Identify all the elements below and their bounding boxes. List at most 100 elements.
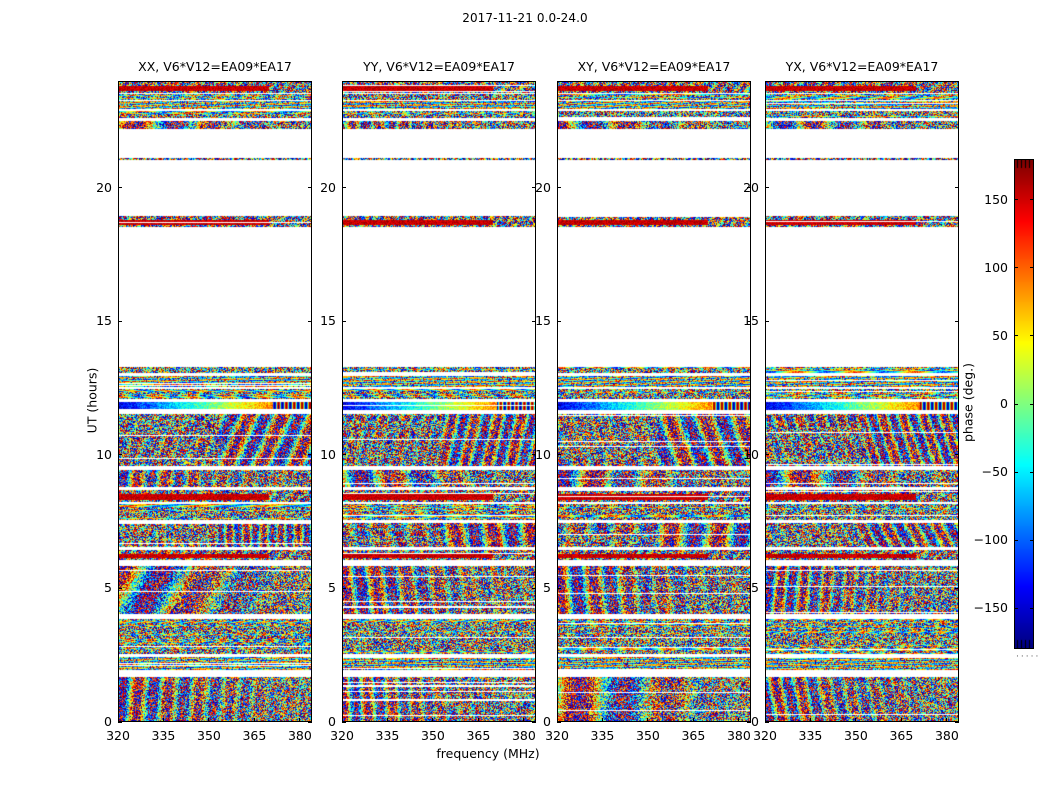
ytick-mark: [532, 187, 536, 189]
xtick-mark: [341, 718, 343, 722]
xtick-mark: [738, 718, 740, 722]
xtick-mark: [523, 718, 525, 722]
ytick-mark: [532, 721, 536, 723]
ytick-mark: [557, 320, 561, 322]
xtick-mark: [809, 718, 811, 722]
colorbar-tick-label: −100: [973, 532, 1008, 548]
colorbar-tick-mark: [1014, 539, 1018, 541]
panel-title-xx: XX, V6*V12=EA09*EA17: [138, 59, 292, 74]
ytick-mark: [765, 454, 769, 456]
xtick-mark: [647, 718, 649, 722]
colorbar-tick-label: 100: [984, 259, 1008, 275]
xtick-mark: [764, 718, 766, 722]
xtick-mark: [117, 718, 119, 722]
xtick-label: 320: [545, 728, 569, 743]
colorbar-gradient: [1015, 160, 1033, 648]
ytick-label: 10: [535, 446, 551, 462]
colorbar-tick-label: 0: [1000, 396, 1008, 411]
xtick-label: 320: [753, 728, 777, 743]
panel-image-xx: [119, 82, 311, 721]
ytick-mark: [765, 721, 769, 723]
ytick-mark: [747, 587, 751, 589]
ytick-label: 15: [96, 313, 112, 329]
xtick-mark: [855, 718, 857, 722]
ytick-mark: [747, 320, 751, 322]
ytick-mark: [747, 454, 751, 456]
panel-image-yy: [343, 82, 535, 721]
ytick-label: 10: [96, 446, 112, 462]
ytick-label: 20: [743, 179, 759, 195]
ytick-mark: [765, 587, 769, 589]
ytick-mark: [532, 454, 536, 456]
ytick-label: 5: [328, 580, 336, 596]
xtick-label: 380: [511, 728, 536, 743]
ytick-mark: [557, 187, 561, 189]
ytick-mark: [342, 721, 346, 723]
xtick-mark: [386, 718, 388, 722]
ytick-mark: [342, 320, 346, 322]
xtick-mark: [900, 718, 902, 722]
xtick-mark: [299, 718, 301, 722]
ytick-mark: [955, 721, 959, 723]
colorbar-underflow-marker: ·····: [1016, 652, 1041, 662]
xtick-label: 380: [726, 728, 751, 743]
colorbar-tick-mark: [1014, 199, 1018, 201]
ytick-mark: [118, 320, 122, 322]
xtick-label: 335: [798, 728, 823, 743]
ytick-label: 0: [751, 714, 759, 729]
ytick-mark: [532, 587, 536, 589]
ytick-mark: [765, 187, 769, 189]
xtick-label: 335: [375, 728, 400, 743]
panel-image-yx: [766, 82, 958, 721]
phase-waterfall-panel-xx: [118, 81, 312, 722]
xtick-label: 350: [421, 728, 445, 743]
y-axis-label: UT (hours): [84, 367, 100, 433]
ytick-mark: [557, 587, 561, 589]
xtick-mark: [253, 718, 255, 722]
colorbar-tick-mark: [1030, 539, 1034, 541]
ytick-mark: [747, 721, 751, 723]
ytick-mark: [308, 454, 312, 456]
colorbar-tick-mark: [1030, 335, 1034, 337]
phase-waterfall-panel-xy: [557, 81, 751, 722]
ytick-label: 20: [320, 179, 336, 195]
xtick-label: 335: [590, 728, 615, 743]
colorbar-tick-mark: [1030, 607, 1034, 609]
colorbar-tick-label: −150: [973, 600, 1008, 616]
ytick-label: 15: [320, 313, 336, 329]
ytick-label: 5: [104, 580, 112, 596]
ytick-label: 0: [104, 714, 112, 729]
ytick-label: 20: [535, 179, 551, 195]
ytick-label: 0: [328, 714, 336, 729]
ytick-label: 10: [320, 446, 336, 462]
xtick-mark: [477, 718, 479, 722]
ytick-mark: [955, 587, 959, 589]
ytick-mark: [557, 454, 561, 456]
colorbar-tick-mark: [1030, 471, 1034, 473]
colorbar-tick-mark: [1014, 471, 1018, 473]
ytick-label: 20: [96, 179, 112, 195]
xtick-label: 350: [197, 728, 221, 743]
panel-title-xy: XY, V6*V12=EA09*EA17: [577, 59, 731, 74]
ytick-mark: [308, 320, 312, 322]
ytick-mark: [532, 320, 536, 322]
x-axis-label: frequency (MHz): [436, 746, 540, 761]
ytick-mark: [118, 187, 122, 189]
xtick-mark: [556, 718, 558, 722]
ytick-mark: [557, 721, 561, 723]
xtick-mark: [601, 718, 603, 722]
xtick-label: 350: [844, 728, 868, 743]
ytick-mark: [955, 187, 959, 189]
ytick-mark: [342, 454, 346, 456]
colorbar-tick-label: −50: [981, 464, 1008, 480]
panel-title-yx: YX, V6*V12=EA09*EA17: [785, 59, 939, 74]
phase-waterfall-panel-yy: [342, 81, 536, 722]
xtick-label: 380: [287, 728, 312, 743]
ytick-label: 10: [743, 446, 759, 462]
xtick-label: 320: [330, 728, 354, 743]
ytick-label: 0: [543, 714, 551, 729]
ytick-mark: [955, 454, 959, 456]
xtick-mark: [208, 718, 210, 722]
xtick-label: 335: [151, 728, 176, 743]
